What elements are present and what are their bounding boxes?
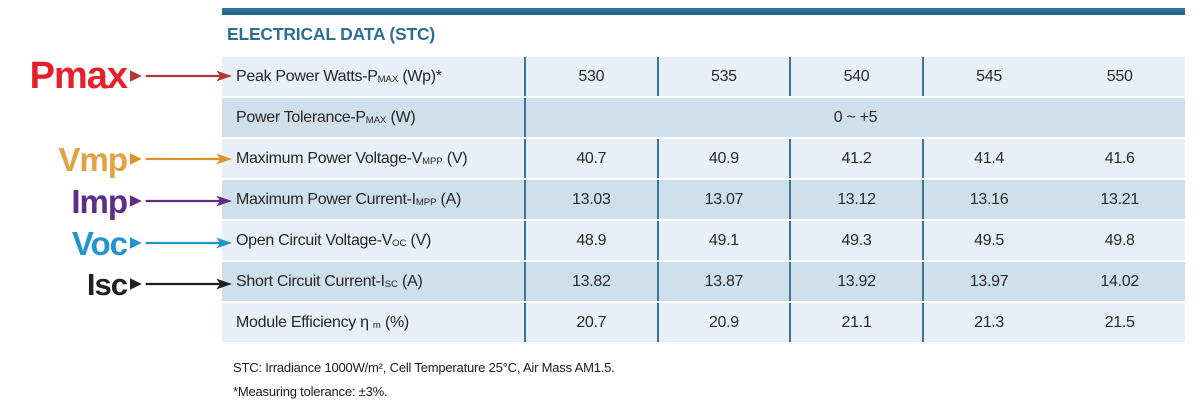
value-cell: 21.5 (1104, 313, 1135, 331)
annotation-vmp: Vmp (0, 139, 232, 179)
section-title: ELECTRICAL DATA (STC) (227, 24, 436, 44)
arrow-right-icon (130, 195, 232, 207)
top-accent-bar (222, 8, 1185, 15)
value-cell: 13.12 (789, 180, 922, 219)
value-cell: 21.1 (789, 303, 922, 342)
value-cell: 530 (524, 57, 657, 96)
value-cell: 13.21 (1100, 190, 1139, 208)
value-cell: 40.7 (524, 139, 657, 178)
row-label: Open Circuit Voltage-V OC (V) (236, 231, 431, 249)
arrow-right-icon (130, 278, 232, 290)
arrow-right-icon (130, 153, 232, 165)
annotation-label: Vmp (58, 140, 128, 178)
value-cell: 540 (789, 57, 922, 96)
row-label: Module Efficiency η m (%) (236, 313, 409, 331)
value-cell: 41.6 (1104, 149, 1135, 167)
value-cell: 49.1 (656, 221, 790, 260)
value-cell: 13.87 (656, 262, 790, 301)
row-label: Maximum Power Current-I MPP (A) (236, 190, 461, 208)
row-label: Peak Power Watts-P MAX (Wp)* (236, 67, 442, 85)
table-row: Maximum Power Voltage-V MPP (V) 40.7 40.9 41… (222, 139, 1185, 178)
annotation-label: Voc (71, 224, 128, 262)
value-cell: 13.07 (656, 180, 790, 219)
row-label: Short Circuit Current-I SC (A) (236, 272, 423, 290)
value-cell: 48.9 (524, 221, 657, 260)
value-cell: 535 (656, 57, 790, 96)
value-cell: 41.4 (921, 139, 1055, 178)
value-cell: 49.3 (789, 221, 922, 260)
value-cell: 13.16 (921, 180, 1055, 219)
value-cell: 14.02 (1100, 272, 1139, 290)
annotation-label: Pmax (29, 55, 128, 97)
annotation-imp: Imp (0, 181, 232, 221)
merged-value-cell: 0 ~ +5 (524, 98, 1185, 137)
table-row: Open Circuit Voltage-V OC (V) 48.9 49.1 49.3… (222, 221, 1185, 260)
table-row: Maximum Power Current-I MPP (A) 13.03 13.07… (222, 180, 1185, 219)
electrical-data-table: Peak Power Watts-P MAX (Wp)* 530 535 540 545 5… (222, 57, 1185, 344)
value-cell: 545 (921, 57, 1055, 96)
table-row: Power Tolerance-P MAX (W) 0 ~ +5 (222, 98, 1185, 137)
value-cell: 20.7 (524, 303, 657, 342)
value-cell: 21.3 (921, 303, 1055, 342)
value-cell: 40.9 (656, 139, 790, 178)
annotation-isc: Isc (0, 264, 232, 304)
row-label: Maximum Power Voltage-V MPP (V) (236, 149, 468, 167)
annotation-pmax: Pmax (0, 56, 232, 96)
table-row: Peak Power Watts-P MAX (Wp)* 530 535 540 545 5… (222, 57, 1185, 96)
arrow-right-icon (130, 237, 232, 249)
row-label: Power Tolerance-P MAX (W) (236, 108, 416, 126)
value-cell: 13.03 (524, 180, 657, 219)
table-row: Short Circuit Current-I SC (A) 13.82 13.87 1… (222, 262, 1185, 301)
annotation-label: Isc (86, 266, 128, 302)
arrow-right-icon (130, 70, 232, 82)
value-cell: 49.8 (1104, 231, 1135, 249)
value-cell: 41.2 (789, 139, 922, 178)
footnote-stc: STC: Irradiance 1000W/m², Cell Temperatu… (233, 360, 615, 375)
annotation-label: Imp (71, 182, 128, 220)
annotation-voc: Voc (0, 223, 232, 263)
value-cell: 13.92 (789, 262, 922, 301)
value-cell: 49.5 (921, 221, 1055, 260)
value-cell: 20.9 (656, 303, 790, 342)
value-cell: 13.97 (921, 262, 1055, 301)
footnote-tolerance: *Measuring tolerance: ±3%. (233, 384, 388, 399)
table-row: Module Efficiency η m (%) 20.7 20.9 21.1 21.… (222, 303, 1185, 342)
value-cell: 550 (1106, 67, 1133, 85)
value-cell: 13.82 (524, 262, 657, 301)
